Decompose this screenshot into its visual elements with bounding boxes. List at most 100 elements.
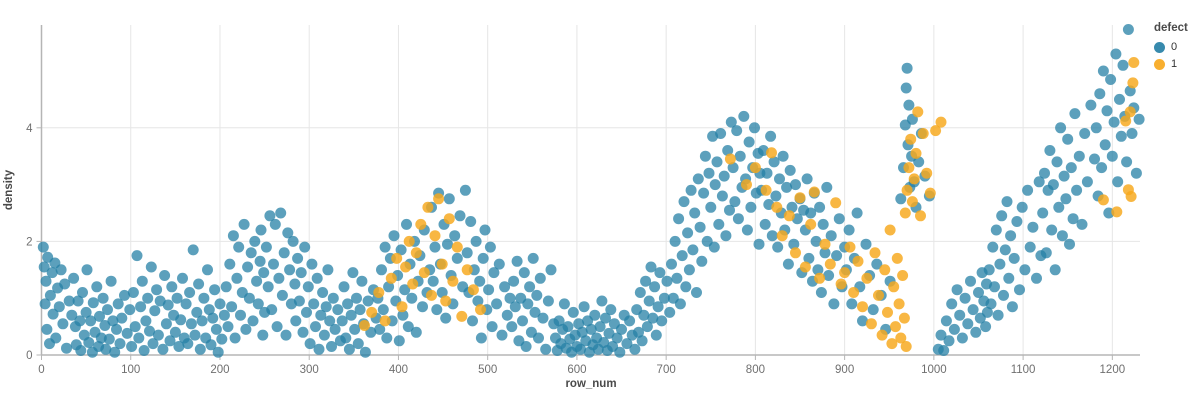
data-point-defect-0 (224, 258, 236, 270)
data-point-defect-0 (1056, 230, 1068, 242)
data-point-defect-0 (504, 292, 516, 304)
data-point-defect-0 (57, 318, 69, 330)
data-point-defect-0 (611, 332, 623, 344)
data-point-defect-0 (1019, 264, 1031, 276)
data-point-defect-0 (135, 301, 147, 313)
data-point-defect-0 (954, 309, 966, 321)
data-point-defect-1 (776, 230, 788, 242)
data-point-defect-0 (262, 281, 274, 293)
data-point-defect-0 (85, 315, 97, 327)
data-point-defect-0 (1006, 301, 1018, 313)
data-point-defect-0 (1039, 167, 1050, 179)
data-point-defect-1 (760, 184, 772, 196)
data-point-defect-0 (999, 244, 1011, 256)
legend-label: 0 (1171, 41, 1178, 53)
data-point-defect-1 (901, 184, 913, 196)
data-point-defect-0 (191, 306, 203, 318)
data-point-defect-0 (803, 252, 815, 264)
data-point-defect-0 (814, 201, 826, 213)
data-point-defect-0 (605, 304, 617, 316)
data-point-defect-0 (553, 315, 565, 327)
data-point-defect-0 (946, 298, 958, 310)
data-point-defect-0 (177, 272, 188, 284)
data-point-defect-0 (63, 295, 75, 307)
data-point-defect-0 (649, 281, 661, 293)
data-point-defect-0 (1005, 230, 1017, 242)
data-point-defect-0 (786, 201, 798, 213)
data-point-defect-0 (720, 230, 732, 242)
data-point-defect-1 (724, 153, 736, 165)
data-point-defect-0 (126, 341, 138, 352)
data-point-defect-0 (985, 298, 997, 310)
data-point-defect-0 (650, 329, 662, 341)
data-point-defect-0 (100, 343, 112, 355)
data-point-defect-0 (614, 346, 626, 358)
data-point-defect-0 (725, 116, 737, 128)
data-point-defect-0 (654, 267, 666, 279)
data-point-defect-0 (354, 304, 366, 316)
data-point-defect-0 (472, 295, 484, 307)
data-point-defect-0 (210, 323, 222, 335)
data-point-defect-0 (621, 338, 633, 350)
data-point-defect-0 (287, 235, 299, 247)
data-point-defect-0 (1085, 99, 1097, 111)
data-point-defect-0 (388, 230, 400, 242)
data-point-defect-0 (301, 306, 312, 318)
data-point-defect-1 (1097, 194, 1109, 206)
data-point-defect-0 (477, 252, 489, 264)
data-point-defect-1 (895, 332, 907, 344)
data-point-defect-0 (689, 207, 701, 219)
data-point-defect-0 (343, 343, 355, 355)
data-point-defect-0 (151, 284, 163, 296)
data-point-defect-0 (636, 335, 648, 347)
data-point-defect-0 (173, 341, 185, 352)
data-point-defect-0 (194, 343, 206, 355)
data-point-defect-0 (600, 312, 611, 324)
data-point-defect-0 (943, 335, 955, 347)
data-point-defect-0 (634, 287, 646, 298)
data-point-defect-0 (981, 306, 993, 318)
data-point-defect-0 (716, 190, 728, 202)
data-point-defect-0 (989, 281, 1000, 293)
data-point-defect-0 (694, 221, 706, 233)
data-point-defect-0 (815, 287, 827, 298)
data-point-defect-0 (1016, 201, 1028, 213)
data-point-defect-1 (410, 247, 422, 259)
data-point-defect-1 (915, 210, 926, 222)
data-point-defect-0 (843, 224, 855, 236)
data-point-defect-0 (1133, 113, 1145, 125)
data-point-defect-0 (640, 275, 652, 287)
data-point-defect-0 (293, 295, 305, 307)
data-point-defect-0 (674, 298, 686, 310)
data-point-defect-0 (374, 323, 386, 335)
legend-swatch-blue-icon (1154, 41, 1165, 53)
data-point-defect-0 (182, 338, 194, 350)
data-point-defect-0 (297, 326, 309, 338)
data-point-defect-0 (738, 110, 750, 122)
data-point-defect-0 (616, 323, 627, 335)
data-point-defect-0 (50, 332, 62, 344)
data-point-defect-1 (407, 278, 419, 290)
data-point-defect-0 (459, 184, 471, 196)
data-point-defect-0 (575, 343, 586, 355)
data-point-defect-0 (171, 292, 183, 304)
data-point-defect-0 (268, 258, 279, 270)
data-point-defect-0 (669, 235, 681, 247)
data-point-defect-0 (761, 167, 773, 179)
data-point-defect-0 (102, 304, 113, 316)
data-point-defect-0 (95, 332, 107, 344)
data-point-defect-0 (1090, 122, 1102, 134)
data-point-defect-0 (558, 298, 570, 310)
data-point-defect-0 (664, 306, 676, 318)
data-point-defect-0 (817, 218, 829, 230)
data-point-defect-0 (1024, 241, 1036, 253)
data-point-defect-0 (273, 272, 285, 284)
data-point-defect-0 (734, 150, 746, 162)
data-point-defect-0 (258, 267, 270, 279)
data-point-defect-0 (867, 304, 879, 316)
data-point-defect-0 (1112, 176, 1124, 188)
x-axis-title: row_num (565, 378, 616, 390)
data-point-defect-0 (152, 329, 164, 341)
data-point-defect-0 (633, 326, 644, 338)
data-point-defect-0 (759, 218, 771, 230)
